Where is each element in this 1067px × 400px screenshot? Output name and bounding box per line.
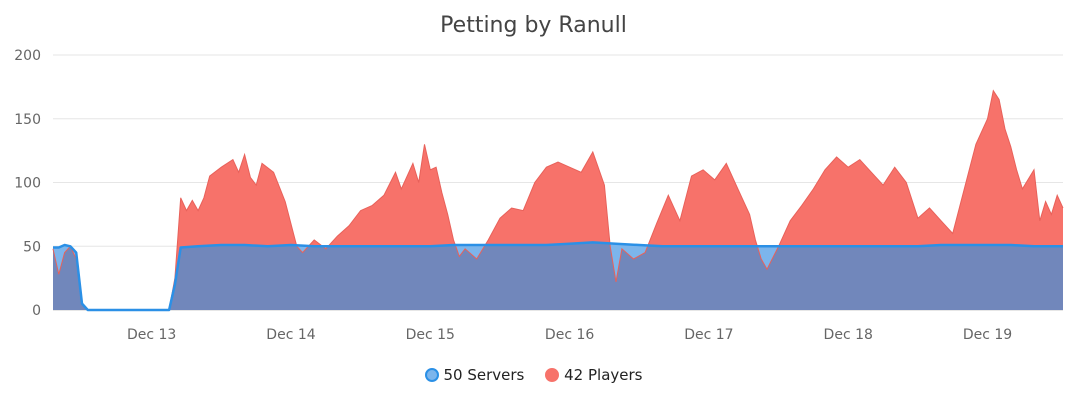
y-tick-label-150: 150: [14, 112, 41, 128]
legend-item-players[interactable]: 42 Players: [545, 366, 643, 384]
y-axis-labels: 0 50 100 150 200: [14, 48, 41, 319]
x-axis-labels: Dec 13 Dec 14 Dec 15 Dec 16 Dec 17 Dec 18 Dec …: [127, 327, 1012, 343]
series-plot: [52, 89, 1064, 312]
x-tick-label-6: Dec 19: [963, 327, 1012, 343]
chart-title: Petting by Ranull: [440, 13, 627, 38]
legend: 50 Servers 42 Players: [0, 366, 1067, 386]
x-tick-label-2: Dec 15: [406, 327, 455, 343]
x-tick-label-5: Dec 18: [824, 327, 873, 343]
x-tick-label-0: Dec 13: [127, 327, 176, 343]
x-tick-label-3: Dec 16: [545, 327, 594, 343]
y-tick-label-50: 50: [23, 239, 41, 255]
legend-item-servers[interactable]: 50 Servers: [424, 366, 525, 384]
series-overlap-area: [53, 242, 1063, 310]
series-servers-line: [53, 241, 1063, 312]
legend-label-servers: 50 Servers: [443, 366, 525, 384]
legend-swatch-servers: [424, 368, 439, 382]
legend-label-players: 42 Players: [564, 366, 643, 384]
y-tick-label-0: 0: [32, 303, 41, 319]
x-tick-label-4: Dec 17: [684, 327, 733, 343]
x-tick-label-1: Dec 14: [266, 327, 315, 343]
y-tick-label-100: 100: [14, 176, 41, 192]
y-tick-label-200: 200: [14, 48, 41, 64]
series-players-line: [52, 89, 1064, 311]
legend-swatch-players: [545, 368, 560, 382]
